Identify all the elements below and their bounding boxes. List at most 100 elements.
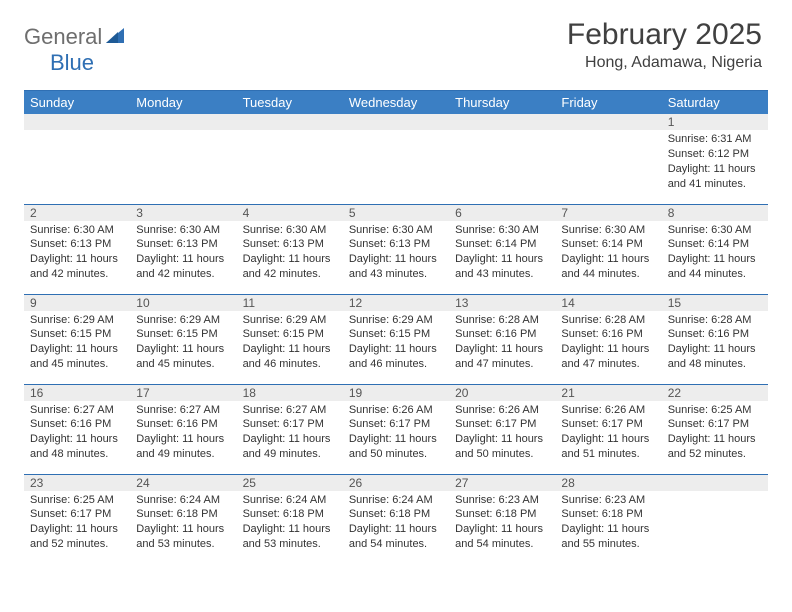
sunrise-text: Sunrise: 6:30 AM	[30, 223, 124, 238]
sunset-text: Sunset: 6:12 PM	[668, 147, 762, 162]
day-details: Sunrise: 6:30 AMSunset: 6:14 PMDaylight:…	[662, 221, 768, 286]
calendar-cell: 23Sunrise: 6:25 AMSunset: 6:17 PMDayligh…	[24, 474, 130, 564]
calendar-cell: 16Sunrise: 6:27 AMSunset: 6:16 PMDayligh…	[24, 384, 130, 474]
sunset-text: Sunset: 6:13 PM	[243, 237, 337, 252]
sunset-text: Sunset: 6:18 PM	[455, 507, 549, 522]
day-details: Sunrise: 6:23 AMSunset: 6:18 PMDaylight:…	[449, 491, 555, 556]
sunset-text: Sunset: 6:16 PM	[136, 417, 230, 432]
calendar-row: 1Sunrise: 6:31 AMSunset: 6:12 PMDaylight…	[24, 114, 768, 204]
daylight-text: Daylight: 11 hours and 54 minutes.	[349, 522, 443, 552]
day-number	[237, 114, 343, 130]
calendar-page: General February 2025 Hong, Adamawa, Nig…	[0, 0, 792, 576]
sunrise-text: Sunrise: 6:30 AM	[349, 223, 443, 238]
calendar-cell	[449, 114, 555, 204]
day-details: Sunrise: 6:28 AMSunset: 6:16 PMDaylight:…	[555, 311, 661, 376]
day-number: 22	[662, 385, 768, 401]
daylight-text: Daylight: 11 hours and 46 minutes.	[243, 342, 337, 372]
month-title: February 2025	[567, 18, 762, 52]
sunset-text: Sunset: 6:16 PM	[30, 417, 124, 432]
calendar-cell	[343, 114, 449, 204]
day-number: 20	[449, 385, 555, 401]
title-block: February 2025 Hong, Adamawa, Nigeria	[567, 18, 768, 72]
day-details: Sunrise: 6:24 AMSunset: 6:18 PMDaylight:…	[130, 491, 236, 556]
sunset-text: Sunset: 6:17 PM	[349, 417, 443, 432]
day-details: Sunrise: 6:27 AMSunset: 6:17 PMDaylight:…	[237, 401, 343, 466]
daylight-text: Daylight: 11 hours and 52 minutes.	[668, 432, 762, 462]
day-details: Sunrise: 6:30 AMSunset: 6:13 PMDaylight:…	[24, 221, 130, 286]
day-details: Sunrise: 6:27 AMSunset: 6:16 PMDaylight:…	[24, 401, 130, 466]
calendar-cell: 19Sunrise: 6:26 AMSunset: 6:17 PMDayligh…	[343, 384, 449, 474]
sunrise-text: Sunrise: 6:27 AM	[243, 403, 337, 418]
day-number: 15	[662, 295, 768, 311]
day-number: 14	[555, 295, 661, 311]
day-details: Sunrise: 6:31 AMSunset: 6:12 PMDaylight:…	[662, 130, 768, 195]
calendar-row: 9Sunrise: 6:29 AMSunset: 6:15 PMDaylight…	[24, 294, 768, 384]
sunrise-text: Sunrise: 6:29 AM	[30, 313, 124, 328]
calendar-cell: 10Sunrise: 6:29 AMSunset: 6:15 PMDayligh…	[130, 294, 236, 384]
daylight-text: Daylight: 11 hours and 52 minutes.	[30, 522, 124, 552]
daylight-text: Daylight: 11 hours and 53 minutes.	[136, 522, 230, 552]
day-number: 17	[130, 385, 236, 401]
sunrise-text: Sunrise: 6:26 AM	[561, 403, 655, 418]
daylight-text: Daylight: 11 hours and 42 minutes.	[243, 252, 337, 282]
calendar-cell: 15Sunrise: 6:28 AMSunset: 6:16 PMDayligh…	[662, 294, 768, 384]
calendar-cell: 24Sunrise: 6:24 AMSunset: 6:18 PMDayligh…	[130, 474, 236, 564]
day-number: 25	[237, 475, 343, 491]
sunrise-text: Sunrise: 6:24 AM	[349, 493, 443, 508]
daylight-text: Daylight: 11 hours and 48 minutes.	[668, 342, 762, 372]
daylight-text: Daylight: 11 hours and 43 minutes.	[349, 252, 443, 282]
sunset-text: Sunset: 6:17 PM	[561, 417, 655, 432]
day-number	[449, 114, 555, 130]
sail-icon	[106, 26, 128, 49]
sunset-text: Sunset: 6:13 PM	[30, 237, 124, 252]
sunrise-text: Sunrise: 6:30 AM	[561, 223, 655, 238]
calendar-cell: 13Sunrise: 6:28 AMSunset: 6:16 PMDayligh…	[449, 294, 555, 384]
daylight-text: Daylight: 11 hours and 53 minutes.	[243, 522, 337, 552]
day-number	[662, 475, 768, 491]
day-details: Sunrise: 6:29 AMSunset: 6:15 PMDaylight:…	[237, 311, 343, 376]
sunrise-text: Sunrise: 6:25 AM	[30, 493, 124, 508]
calendar-cell	[130, 114, 236, 204]
sunrise-text: Sunrise: 6:29 AM	[243, 313, 337, 328]
day-details: Sunrise: 6:30 AMSunset: 6:13 PMDaylight:…	[343, 221, 449, 286]
day-number	[130, 114, 236, 130]
calendar-cell	[24, 114, 130, 204]
sunrise-text: Sunrise: 6:29 AM	[136, 313, 230, 328]
sunset-text: Sunset: 6:16 PM	[455, 327, 549, 342]
brand-part2: Blue	[50, 50, 94, 76]
daylight-text: Daylight: 11 hours and 45 minutes.	[136, 342, 230, 372]
day-number: 7	[555, 205, 661, 221]
calendar-cell: 1Sunrise: 6:31 AMSunset: 6:12 PMDaylight…	[662, 114, 768, 204]
sunrise-text: Sunrise: 6:28 AM	[561, 313, 655, 328]
sunrise-text: Sunrise: 6:31 AM	[668, 132, 762, 147]
day-number: 24	[130, 475, 236, 491]
daylight-text: Daylight: 11 hours and 49 minutes.	[243, 432, 337, 462]
col-fri: Friday	[555, 91, 661, 114]
calendar-cell: 9Sunrise: 6:29 AMSunset: 6:15 PMDaylight…	[24, 294, 130, 384]
sunset-text: Sunset: 6:17 PM	[455, 417, 549, 432]
sunset-text: Sunset: 6:15 PM	[30, 327, 124, 342]
calendar-head: Sunday Monday Tuesday Wednesday Thursday…	[24, 91, 768, 114]
calendar-cell: 17Sunrise: 6:27 AMSunset: 6:16 PMDayligh…	[130, 384, 236, 474]
sunrise-text: Sunrise: 6:24 AM	[136, 493, 230, 508]
day-details: Sunrise: 6:26 AMSunset: 6:17 PMDaylight:…	[343, 401, 449, 466]
day-details: Sunrise: 6:23 AMSunset: 6:18 PMDaylight:…	[555, 491, 661, 556]
sunset-text: Sunset: 6:18 PM	[136, 507, 230, 522]
calendar-cell: 18Sunrise: 6:27 AMSunset: 6:17 PMDayligh…	[237, 384, 343, 474]
daylight-text: Daylight: 11 hours and 42 minutes.	[30, 252, 124, 282]
calendar-table: Sunday Monday Tuesday Wednesday Thursday…	[24, 91, 768, 564]
day-number	[555, 114, 661, 130]
daylight-text: Daylight: 11 hours and 44 minutes.	[668, 252, 762, 282]
calendar-body: 1Sunrise: 6:31 AMSunset: 6:12 PMDaylight…	[24, 114, 768, 564]
calendar-row: 16Sunrise: 6:27 AMSunset: 6:16 PMDayligh…	[24, 384, 768, 474]
daylight-text: Daylight: 11 hours and 54 minutes.	[455, 522, 549, 552]
col-mon: Monday	[130, 91, 236, 114]
day-number: 18	[237, 385, 343, 401]
sunset-text: Sunset: 6:17 PM	[30, 507, 124, 522]
day-details: Sunrise: 6:24 AMSunset: 6:18 PMDaylight:…	[237, 491, 343, 556]
sunset-text: Sunset: 6:14 PM	[668, 237, 762, 252]
location-subtitle: Hong, Adamawa, Nigeria	[567, 54, 762, 72]
calendar-cell: 11Sunrise: 6:29 AMSunset: 6:15 PMDayligh…	[237, 294, 343, 384]
day-number: 10	[130, 295, 236, 311]
col-wed: Wednesday	[343, 91, 449, 114]
